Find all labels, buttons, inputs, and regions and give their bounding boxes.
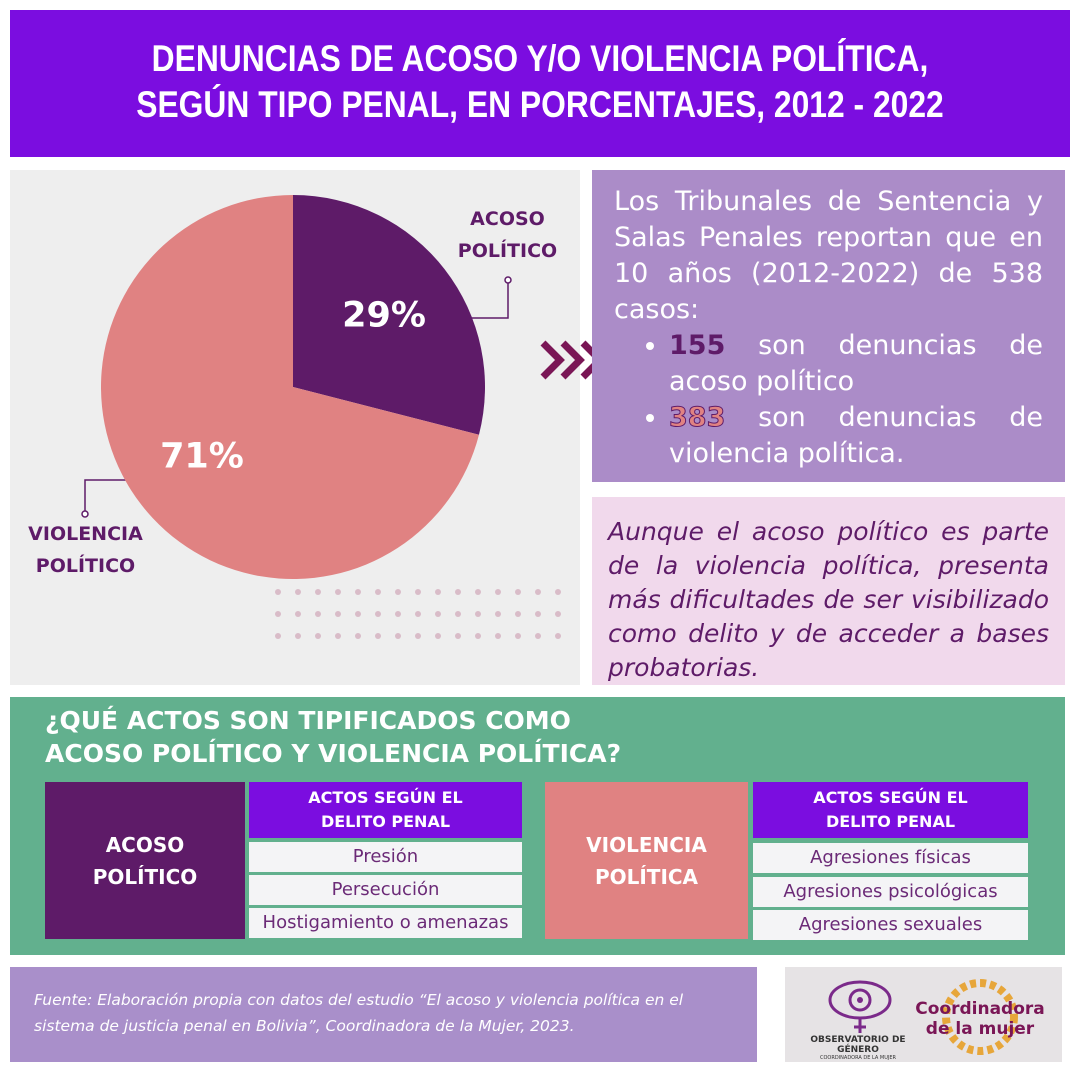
note: Aunque el acoso político es parte de la … [592,497,1065,685]
value-label: 71% [160,437,244,477]
summary: Los Tribunales de Sentencia y Salas Pena… [592,170,1065,482]
title-line: ACOSO POLÍTICO Y VIOLENCIA POLÍTICA? [45,739,622,768]
pie-label: ACOSO POLÍTICO [457,208,558,262]
summary-intro: Los Tribunales de Sentencia y Salas Pena… [614,186,1043,325]
logo-text: COORDINADORA DE LA MUJER [820,1055,896,1061]
pie-slice [293,195,485,435]
source: Fuente: Elaboración propia con datos del… [10,967,757,1062]
title-line: SEGÚN TIPO PENAL, EN PORCENTAJES, 2012 -… [136,84,944,125]
number: 155 [669,330,726,361]
value-label: 29% [342,295,426,335]
table-header: ACTOS SEGÚN EL DELITO PENAL [753,782,1028,838]
pie-label: VIOLENCIA POLÍTICO [28,523,143,577]
title-line: DENUNCIAS DE ACOSO Y/O VIOLENCIA POLÍTIC… [151,38,929,79]
bullet-text: son denuncias de violencia política. [669,402,1043,469]
logo-icon [942,979,1018,1055]
table-label: ACOSO POLÍTICO [45,782,245,939]
logos: OBSERVATORIO DE GÉNERO COORDINADORA DE L… [785,967,1062,1062]
logo-icon [828,980,892,1033]
table-cell: Agresiones físicas [753,843,1028,873]
logo-text: OBSERVATORIO DE GÉNERO [810,1035,906,1055]
number: 383 [668,402,726,434]
dots [275,589,561,639]
table-label: VIOLENCIA POLÍTICA [545,782,748,939]
title-line: ¿QUÉ ACTOS SON TIPIFICADOS COMO [45,706,571,735]
table-cell: Agresiones psicológicas [753,877,1028,907]
table-header: ACTOS SEGÚN EL DELITO PENAL [249,782,522,838]
leader-lines [81,276,512,518]
table-cell: Agresiones sexuales [753,910,1028,940]
summary-list: 155 son denuncias de acoso político 383 … [614,328,1043,472]
header: DENUNCIAS DE ACOSO Y/O VIOLENCIA POLÍTIC… [10,10,1070,157]
bullet: 155 son denuncias de acoso político [669,328,1043,400]
bullet: 383 son denuncias de violencia política. [668,400,1043,472]
table-cell: Hostigamiento o amenazas [249,908,522,938]
logo-text: Coordinadora de la mujer [915,999,1045,1039]
pie-slice [100,195,479,579]
table-cell: Presión [249,842,522,872]
bullet-text: son denuncias de acoso político [669,330,1043,397]
acts-title: ¿QUÉ ACTOS SON TIPIFICADOS COMO ACOSO PO… [45,704,621,770]
table-cell: Persecución [249,875,522,905]
